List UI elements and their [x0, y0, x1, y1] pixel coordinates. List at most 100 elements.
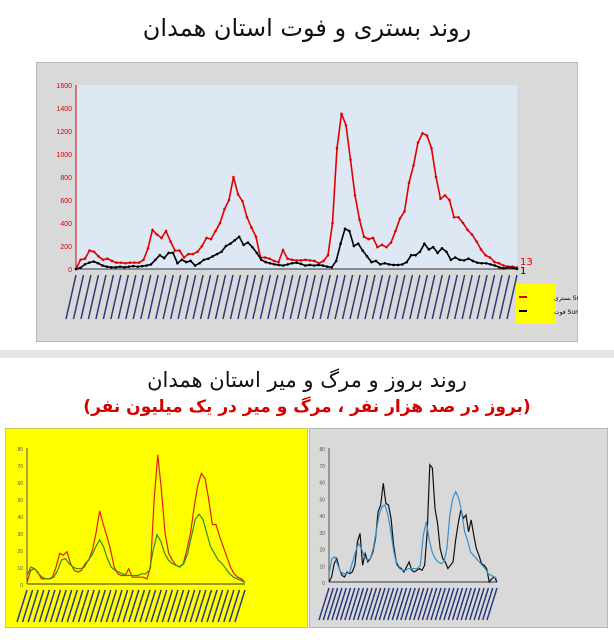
data-point	[322, 259, 325, 263]
data-point	[118, 265, 122, 268]
x-tick-label	[364, 274, 376, 320]
x-tick-label	[447, 587, 459, 621]
x-tick-label	[244, 274, 257, 320]
x-tick-label	[331, 587, 343, 621]
data-point	[392, 263, 395, 267]
x-tick-label	[498, 274, 511, 320]
data-point	[281, 248, 285, 252]
data-point	[378, 263, 382, 266]
data-point	[88, 249, 91, 252]
data-point	[453, 256, 457, 259]
data-point	[232, 175, 235, 179]
x-tick-label	[394, 274, 406, 320]
x-tick-label	[374, 587, 386, 621]
data-point	[246, 241, 250, 244]
series-line-0	[328, 463, 498, 584]
data-point	[449, 258, 453, 262]
x-tick-label	[468, 274, 481, 320]
x-tick-label	[386, 274, 399, 320]
x-tick-label	[87, 274, 100, 320]
x-tick-label	[424, 274, 436, 320]
data-point	[290, 258, 294, 262]
data-point	[308, 263, 312, 267]
x-tick-label	[125, 274, 137, 320]
data-point	[119, 261, 123, 264]
data-point	[515, 267, 519, 271]
y-tick-label: 60	[17, 481, 23, 487]
x-tick-label	[72, 589, 84, 623]
x-tick-label	[378, 587, 391, 621]
y-tick-label: 1200	[56, 129, 72, 136]
x-tick-label	[21, 589, 34, 623]
data-point	[169, 240, 172, 243]
x-tick-label	[289, 274, 301, 320]
x-tick-label	[400, 587, 412, 621]
x-tick-label	[434, 587, 447, 621]
x-tick-label	[344, 587, 356, 621]
x-tick-label	[319, 274, 331, 320]
legend	[516, 284, 556, 324]
x-tick-label	[172, 589, 185, 623]
x-tick-label	[461, 274, 473, 320]
data-point	[215, 252, 219, 256]
data-point	[475, 240, 478, 243]
data-point	[193, 264, 197, 267]
y-tick-label: 10	[17, 566, 23, 572]
data-point	[356, 242, 360, 245]
x-tick-label	[408, 587, 421, 621]
data-point	[443, 194, 447, 197]
x-tick-label	[304, 274, 316, 320]
y-tick-label: 1000	[56, 152, 72, 159]
y-tick-label: 1400	[56, 106, 72, 113]
y-tick-label: 50	[319, 497, 325, 503]
x-tick-label	[132, 274, 145, 320]
x-tick-label	[361, 587, 373, 621]
x-tick-label	[16, 589, 28, 623]
x-tick-label	[506, 274, 518, 320]
x-tick-label	[200, 589, 213, 623]
data-point	[227, 198, 231, 202]
x-tick-label	[162, 274, 174, 320]
data-point	[326, 265, 329, 268]
data-point	[440, 247, 444, 250]
data-point	[180, 258, 184, 262]
data-point	[480, 261, 484, 265]
plot-area	[76, 85, 517, 269]
data-point	[264, 260, 267, 264]
data-point	[251, 245, 254, 249]
data-point	[176, 261, 179, 265]
data-point	[173, 249, 177, 252]
y-tick-label: 40	[319, 514, 325, 520]
data-point	[427, 248, 431, 251]
data-point	[272, 259, 276, 263]
data-point	[167, 251, 170, 255]
x-tick-label	[282, 274, 294, 320]
series-line-1	[26, 513, 246, 583]
x-tick-label	[387, 587, 399, 621]
x-tick-label	[95, 274, 107, 320]
x-tick-label	[451, 587, 464, 621]
data-point	[106, 257, 109, 260]
x-tick-label	[421, 587, 434, 621]
x-tick-label	[214, 274, 227, 320]
data-point	[146, 247, 150, 250]
x-tick-label	[199, 274, 212, 320]
data-point	[498, 265, 501, 269]
x-tick-label	[357, 587, 369, 621]
data-point	[233, 238, 237, 242]
data-point	[506, 265, 510, 269]
data-point	[158, 253, 162, 257]
y-tick-label: 30	[17, 532, 23, 538]
data-point	[96, 261, 100, 265]
x-tick-label	[352, 587, 365, 621]
data-point	[389, 241, 393, 244]
data-point	[396, 263, 400, 267]
y-tick-label: 60	[319, 481, 325, 487]
data-point	[383, 261, 387, 265]
data-point	[430, 146, 433, 150]
x-tick-label	[77, 589, 90, 623]
x-tick-label	[404, 587, 416, 621]
data-point	[361, 249, 364, 252]
data-point	[304, 264, 307, 267]
data-point	[241, 199, 244, 203]
